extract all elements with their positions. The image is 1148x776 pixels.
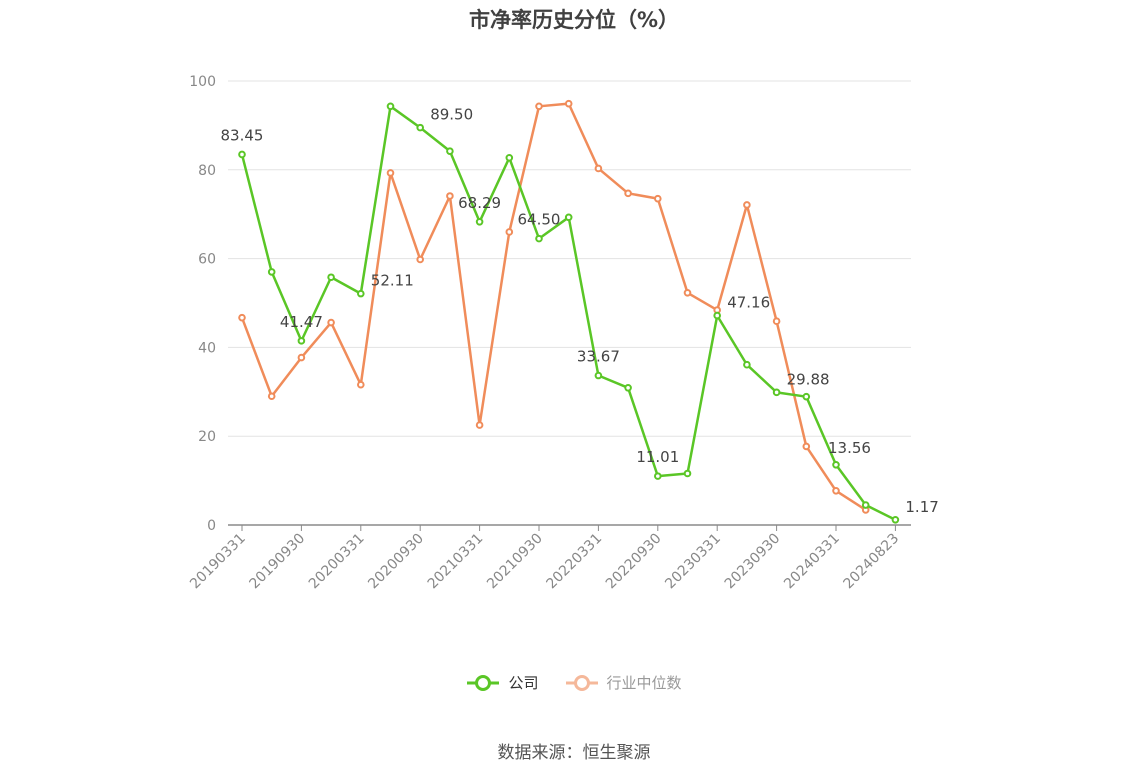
data-point-0 bbox=[832, 460, 840, 469]
legend-item-industry-median[interactable]: 行业中位数 bbox=[565, 672, 682, 693]
data-point-1 bbox=[386, 169, 395, 177]
data-point-1 bbox=[802, 442, 811, 451]
data-point-1 bbox=[505, 228, 514, 236]
data-point-0 bbox=[475, 217, 484, 226]
legend-item-company[interactable]: 公司 bbox=[466, 672, 539, 693]
x-tick-label: 20190331 bbox=[187, 531, 249, 593]
data-point-1 bbox=[772, 317, 781, 326]
series-lines bbox=[240, 102, 896, 521]
data-point-1 bbox=[654, 194, 662, 203]
data-label: 41.47 bbox=[280, 313, 323, 331]
data-point-0 bbox=[654, 472, 662, 480]
y-tick-label: 100 bbox=[189, 74, 216, 90]
data-labels: 83.45 41.47 52.11 89.50 68.29 64.50 33.67 11.01… bbox=[221, 106, 939, 516]
data-point-0 bbox=[505, 154, 514, 162]
data-point-1 bbox=[594, 164, 603, 173]
data-point-0 bbox=[416, 123, 425, 132]
data-label: 33.67 bbox=[577, 348, 620, 366]
y-tick-label: 40 bbox=[198, 340, 216, 356]
data-point-0 bbox=[238, 150, 246, 159]
legend-marker-industry-median bbox=[565, 674, 598, 691]
data-label: 83.45 bbox=[221, 126, 264, 144]
data-point-0 bbox=[861, 501, 870, 509]
data-point-0 bbox=[535, 234, 543, 243]
data-point-1 bbox=[564, 99, 573, 108]
x-tick-label: 20210930 bbox=[484, 531, 546, 593]
x-tick-label: 20200930 bbox=[365, 531, 427, 593]
data-label: 47.16 bbox=[727, 294, 770, 312]
data-point-0 bbox=[802, 392, 811, 401]
data-point-0 bbox=[624, 384, 632, 392]
data-point-0 bbox=[594, 371, 603, 380]
data-label: 13.56 bbox=[828, 439, 871, 457]
data-point-0 bbox=[446, 147, 454, 155]
data-point-0 bbox=[713, 311, 722, 320]
data-point-0 bbox=[772, 388, 781, 397]
data-point-0 bbox=[267, 268, 276, 276]
data-source: 数据来源：恒生聚源 bbox=[497, 743, 651, 763]
data-point-1 bbox=[743, 201, 751, 209]
data-label: 52.11 bbox=[371, 272, 414, 290]
data-point-0 bbox=[891, 516, 900, 524]
data-point-1 bbox=[327, 318, 335, 327]
data-point-1 bbox=[475, 421, 484, 429]
chart-title: 市净率历史分位（%） bbox=[468, 8, 680, 32]
x-tick-label: 20220930 bbox=[603, 531, 665, 593]
series-points bbox=[238, 99, 900, 524]
x-tick-label: 20240331 bbox=[781, 531, 843, 593]
data-point-0 bbox=[386, 102, 395, 111]
y-axis-ticks: 0 20 40 60 80 100 bbox=[189, 74, 216, 534]
y-tick-label: 20 bbox=[198, 429, 216, 445]
data-label: 89.50 bbox=[430, 106, 473, 124]
data-point-1 bbox=[416, 255, 425, 264]
series-line-1 bbox=[240, 102, 867, 511]
data-point-1 bbox=[535, 102, 543, 111]
data-point-0 bbox=[683, 469, 692, 478]
x-tick-label: 20210331 bbox=[425, 531, 487, 593]
data-point-0 bbox=[564, 213, 573, 222]
x-tick-label: 20220331 bbox=[544, 531, 606, 593]
y-tick-label: 80 bbox=[198, 163, 216, 179]
data-point-1 bbox=[832, 487, 840, 495]
data-point-0 bbox=[357, 289, 365, 298]
legend: 公司 行业中位数 bbox=[0, 672, 1148, 693]
series-line-0 bbox=[240, 105, 896, 521]
data-point-1 bbox=[238, 313, 246, 322]
y-tick-label: 60 bbox=[198, 252, 216, 268]
x-axis: 2019033120190930202003312020093020210331… bbox=[187, 524, 911, 593]
x-tick-label: 20200331 bbox=[306, 531, 368, 593]
data-point-0 bbox=[743, 360, 751, 369]
data-point-1 bbox=[683, 288, 692, 297]
x-tick-label: 20190930 bbox=[247, 531, 309, 593]
data-point-1 bbox=[267, 392, 276, 401]
data-label: 68.29 bbox=[458, 194, 501, 212]
data-label: 29.88 bbox=[787, 370, 830, 388]
data-label: 64.50 bbox=[518, 211, 561, 229]
data-label: 11.01 bbox=[636, 448, 679, 466]
legend-label-industry-median: 行业中位数 bbox=[606, 674, 682, 692]
data-point-1 bbox=[297, 353, 306, 362]
y-tick-label: 0 bbox=[207, 518, 216, 534]
data-point-0 bbox=[327, 273, 335, 282]
data-label: 1.17 bbox=[905, 498, 938, 516]
data-point-0 bbox=[297, 337, 306, 345]
legend-label-company: 公司 bbox=[508, 674, 539, 692]
legend-marker-company bbox=[467, 674, 500, 691]
data-point-1 bbox=[624, 189, 632, 198]
x-tick-label: 20230331 bbox=[662, 531, 724, 593]
x-tick-label: 20240823 bbox=[841, 531, 903, 593]
data-point-1 bbox=[357, 380, 365, 389]
data-point-1 bbox=[446, 192, 454, 200]
x-tick-label: 20230930 bbox=[722, 531, 784, 593]
